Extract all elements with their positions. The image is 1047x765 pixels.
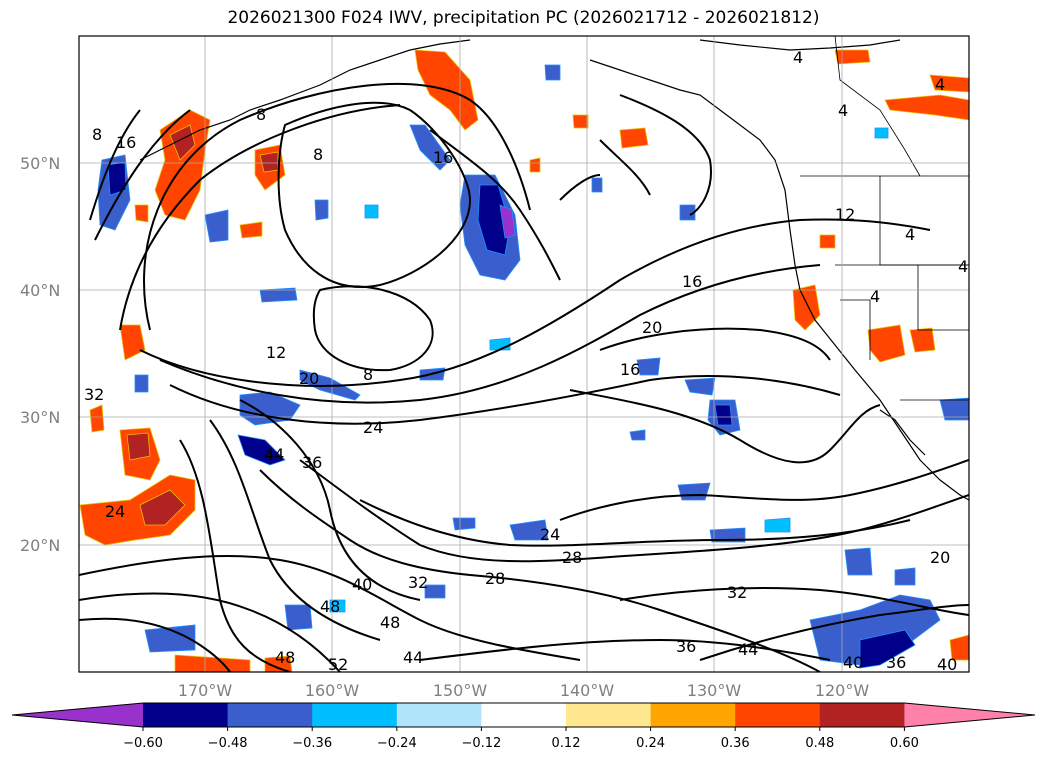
colorbar-segment — [227, 703, 313, 727]
colorbar-segment — [819, 703, 905, 727]
lon-label: 120°W — [815, 681, 870, 700]
contour-label: 16 — [682, 272, 702, 291]
lat-label: 30°N — [20, 408, 60, 427]
contour-label: 32 — [727, 583, 747, 602]
political-borders — [800, 36, 969, 401]
contour-label: 4 — [958, 257, 968, 276]
colorbar-tick-label: −0.60 — [123, 736, 163, 751]
colorbar-segment — [650, 703, 736, 727]
colorbar-extend-low — [12, 703, 143, 727]
colorbar-segment — [396, 703, 482, 727]
contour-label: 8 — [92, 125, 102, 144]
contour-label: 16 — [433, 148, 453, 167]
contour-label: 40 — [937, 655, 957, 674]
longitude-labels: 170°W 160°W 150°W 140°W 130°W 120°W — [178, 681, 870, 700]
contour-label: 12 — [835, 205, 855, 224]
latitude-labels: 50°N 40°N 30°N 20°N — [20, 154, 60, 555]
colorbar-segment — [143, 703, 229, 727]
contour-label: 4 — [838, 101, 848, 120]
colorbar-tick-label: 0.12 — [552, 736, 581, 751]
colorbar-tick-label: 0.24 — [636, 736, 665, 751]
contour-label: 8 — [313, 145, 323, 164]
precip-positive-patches — [79, 49, 969, 672]
contour-label: 44 — [403, 648, 423, 667]
colorbar-tick-label: −0.12 — [461, 736, 501, 751]
contour-label: 52 — [328, 655, 348, 674]
colorbar-tick-label: 0.36 — [721, 736, 750, 751]
contour-label: 44 — [264, 445, 284, 464]
contour-label: 8 — [256, 105, 266, 124]
contour-label: 48 — [380, 613, 400, 632]
colorbar-segment — [481, 703, 567, 727]
colorbar-tick-label: 0.48 — [805, 736, 834, 751]
contour-label: 36 — [302, 453, 322, 472]
contour-label: 4 — [905, 225, 915, 244]
contour-label: 16 — [620, 360, 640, 379]
contour-label: 24 — [105, 502, 125, 521]
contour-label: 48 — [320, 597, 340, 616]
colorbar: −0.60 −0.48 −0.36 −0.24 −0.12 0.12 0.24 0.36 0.4… — [11, 702, 1036, 751]
contour-label: 36 — [676, 637, 696, 656]
contour-label: 48 — [275, 648, 295, 667]
colorbar-tick-label: −0.36 — [292, 736, 332, 751]
contour-label: 4 — [870, 287, 880, 306]
contour-label: 36 — [886, 653, 906, 672]
colorbar-segment — [566, 703, 652, 727]
colorbar-tick-label: −0.24 — [377, 736, 417, 751]
colorbar-segment — [735, 703, 821, 727]
contour-label: 20 — [930, 548, 950, 567]
colorbar-tick-label: 0.60 — [890, 736, 919, 751]
colorbar-extend-high — [904, 703, 1035, 727]
lon-label: 160°W — [305, 681, 360, 700]
contour-label: 28 — [485, 569, 505, 588]
precip-negative-patches — [97, 64, 969, 669]
lat-label: 20°N — [20, 536, 60, 555]
lon-label: 140°W — [560, 681, 615, 700]
colorbar-segment — [312, 703, 398, 727]
plot-frame — [78, 35, 970, 673]
contour-label: 24 — [363, 418, 383, 437]
contour-label: 32 — [408, 573, 428, 592]
contour-label: 44 — [738, 640, 758, 659]
plot-area — [79, 36, 969, 672]
contour-label: 4 — [793, 48, 803, 67]
lat-label: 50°N — [20, 154, 60, 173]
map-title: 2026021300 F024 IWV, precipitation PC (2… — [227, 8, 820, 28]
contour-label-group: 4 4 4 4 4 4 8 8 8 8 12 12 16 16 16 16 20… — [84, 48, 968, 674]
contour-label: 24 — [540, 525, 560, 544]
contour-label: 28 — [562, 548, 582, 567]
lon-label: 170°W — [178, 681, 233, 700]
contour-label: 12 — [266, 343, 286, 362]
lon-label: 150°W — [433, 681, 488, 700]
lon-label: 130°W — [687, 681, 742, 700]
contour-label: 20 — [299, 369, 319, 388]
contour-label: 40 — [843, 653, 863, 672]
contour-label: 40 — [352, 575, 372, 594]
contour-label: 8 — [363, 365, 373, 384]
coastlines — [139, 39, 969, 501]
contour-label: 4 — [935, 75, 945, 94]
contour-label: 20 — [642, 318, 662, 337]
graticule — [79, 36, 969, 672]
colorbar-tick-label: −0.48 — [208, 736, 248, 751]
contour-label: 16 — [116, 133, 136, 152]
iwv-contours — [79, 82, 969, 672]
lat-label: 40°N — [20, 281, 60, 300]
contour-label: 32 — [84, 385, 104, 404]
